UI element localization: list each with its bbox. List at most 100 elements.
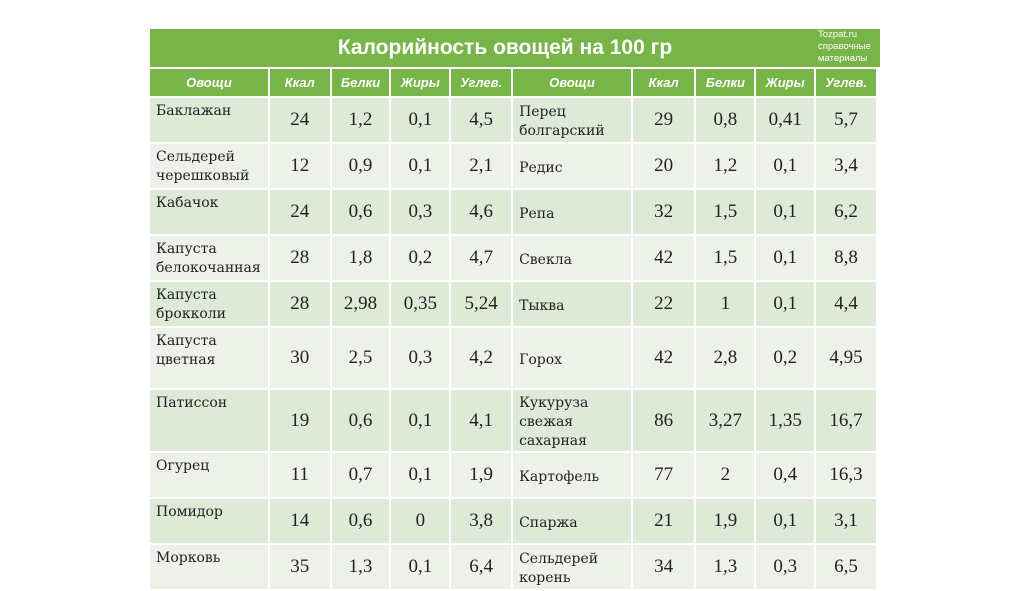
value-cell: 8,8 — [816, 236, 876, 280]
value-cell: 22 — [632, 282, 695, 326]
value-cell: 0,1 — [756, 282, 815, 326]
value-cell: 6,5 — [816, 545, 876, 589]
value-cell: 30 — [269, 328, 330, 388]
value-cell: 1,9 — [696, 499, 755, 543]
value-cell: 6,2 — [816, 190, 876, 234]
value-cell: 2,98 — [331, 282, 390, 326]
vegetable-name-cell: Помидор — [150, 499, 268, 543]
table-row: Капуста брокколи 28 2,98 0,35 5,24 Тыква 22 1 0,… — [150, 282, 876, 326]
vegetable-name-cell: Кабачок — [150, 190, 268, 234]
vegetable-name-cell: Капуста цветная — [150, 328, 268, 388]
value-cell: 1,2 — [331, 98, 390, 142]
vegetable-name-cell: Капуста белокочанная — [150, 236, 268, 280]
column-header: Углев. — [451, 69, 512, 96]
value-cell: 0,1 — [756, 190, 815, 234]
value-cell: 86 — [632, 390, 695, 451]
value-cell: 0,9 — [331, 144, 390, 188]
value-cell: 42 — [632, 328, 695, 388]
vegetable-name-cell: Кукуруза свежая сахарная — [513, 390, 631, 451]
value-cell: 1,8 — [331, 236, 390, 280]
value-cell: 4,2 — [451, 328, 512, 388]
value-cell: 4,7 — [451, 236, 512, 280]
value-cell: 4,6 — [451, 190, 512, 234]
value-cell: 1,5 — [696, 236, 755, 280]
column-header: Овощи — [513, 69, 631, 96]
vegetable-name-cell: Патиссон — [150, 390, 268, 451]
value-cell: 2,5 — [331, 328, 390, 388]
value-cell: 0,35 — [391, 282, 450, 326]
table-row: Огурец 11 0,7 0,1 1,9 Картофель 77 2 0,4 16,3 — [150, 453, 876, 497]
value-cell: 21 — [632, 499, 695, 543]
value-cell: 11 — [269, 453, 330, 497]
table-row: Кабачок 24 0,6 0,3 4,6 Репа 32 1,5 0,1 6,2 — [150, 190, 876, 234]
value-cell: 0,2 — [391, 236, 450, 280]
table-body: Баклажан 24 1,2 0,1 4,5 Перец болгарский 29 0,8… — [150, 98, 876, 589]
value-cell: 0,41 — [756, 98, 815, 142]
table-row: Капуста цветная 30 2,5 0,3 4,2 Горох 42 2,8 0,2 4… — [150, 328, 876, 388]
value-cell: 1,3 — [331, 545, 390, 589]
vegetable-name-cell: Капуста брокколи — [150, 282, 268, 326]
column-header: Жиры — [391, 69, 450, 96]
table-row: Морковь 35 1,3 0,1 6,4 Сельдерей корень 34 1,3 0… — [150, 545, 876, 589]
value-cell: 0,6 — [331, 499, 390, 543]
value-cell: 0,8 — [696, 98, 755, 142]
value-cell: 3,8 — [451, 499, 512, 543]
value-cell: 4,1 — [451, 390, 512, 451]
column-header: Белки — [696, 69, 755, 96]
value-cell: 0,1 — [391, 98, 450, 142]
value-cell: 32 — [632, 190, 695, 234]
value-cell: 0,1 — [756, 144, 815, 188]
value-cell: 42 — [632, 236, 695, 280]
value-cell: 35 — [269, 545, 330, 589]
vegetable-name-cell: Сельдерей черешковый — [150, 144, 268, 188]
value-cell: 6,4 — [451, 545, 512, 589]
value-cell: 3,27 — [696, 390, 755, 451]
value-cell: 28 — [269, 236, 330, 280]
value-cell: 0,3 — [391, 328, 450, 388]
vegetable-name-cell: Спаржа — [513, 499, 631, 543]
column-header: Углев. — [816, 69, 876, 96]
value-cell: 14 — [269, 499, 330, 543]
table-row: Патиссон 19 0,6 0,1 4,1 Кукуруза свежая сахар… — [150, 390, 876, 451]
value-cell: 0,2 — [756, 328, 815, 388]
column-header: Ккал — [269, 69, 330, 96]
table-title: Калорийность овощей на 100 гр — [337, 36, 673, 59]
value-cell: 77 — [632, 453, 695, 497]
value-cell: 3,1 — [816, 499, 876, 543]
table-row: Капуста белокочанная 28 1,8 0,2 4,7 Свекла 42 1… — [150, 236, 876, 280]
value-cell: 0,1 — [391, 545, 450, 589]
value-cell: 1,35 — [756, 390, 815, 451]
value-cell: 16,3 — [816, 453, 876, 497]
value-cell: 20 — [632, 144, 695, 188]
value-cell: 0,3 — [391, 190, 450, 234]
value-cell: 34 — [632, 545, 695, 589]
value-cell: 1 — [696, 282, 755, 326]
vegetable-name-cell: Горох — [513, 328, 631, 388]
vegetable-name-cell: Морковь — [150, 545, 268, 589]
table-row: Баклажан 24 1,2 0,1 4,5 Перец болгарский 29 0,8… — [150, 98, 876, 142]
value-cell: 1,5 — [696, 190, 755, 234]
calorie-table-sheet: Калорийность овощей на 100 гр Tozpat.ru … — [150, 29, 880, 589]
value-cell: 4,4 — [816, 282, 876, 326]
value-cell: 0,3 — [756, 545, 815, 589]
value-cell: 0,1 — [756, 499, 815, 543]
value-cell: 4,95 — [816, 328, 876, 388]
value-cell: 1,3 — [696, 545, 755, 589]
vegetable-name-cell: Перец болгарский — [513, 98, 631, 142]
value-cell: 0,6 — [331, 390, 390, 451]
value-cell: 2 — [696, 453, 755, 497]
value-cell: 19 — [269, 390, 330, 451]
table-row: Помидор 14 0,6 0 3,8 Спаржа 21 1,9 0,1 3,1 — [150, 499, 876, 543]
value-cell: 2,1 — [451, 144, 512, 188]
vegetable-calorie-table: Овощи Ккал Белки Жиры Углев. Овощи Ккал Белки Жи… — [148, 67, 878, 591]
value-cell: 0,6 — [331, 190, 390, 234]
value-cell: 5,7 — [816, 98, 876, 142]
column-header: Ккал — [632, 69, 695, 96]
value-cell: 0,1 — [391, 390, 450, 451]
value-cell: 0,7 — [331, 453, 390, 497]
title-bar: Калорийность овощей на 100 гр Tozpat.ru … — [150, 29, 880, 67]
value-cell: 4,5 — [451, 98, 512, 142]
header-row: Овощи Ккал Белки Жиры Углев. Овощи Ккал Белки Жи… — [150, 69, 876, 96]
vegetable-name-cell: Репа — [513, 190, 631, 234]
value-cell: 1,2 — [696, 144, 755, 188]
